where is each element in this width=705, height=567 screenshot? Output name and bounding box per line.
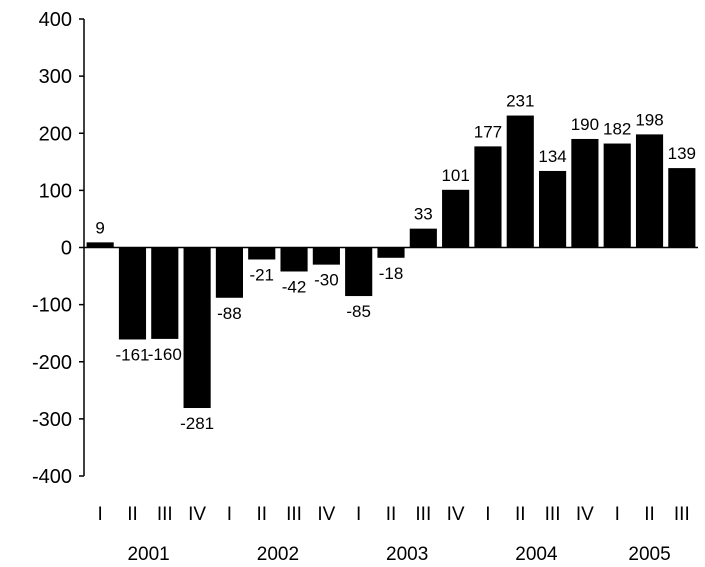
year-label: 2003: [386, 544, 428, 565]
year-label: 2005: [628, 544, 670, 565]
data-label: 33: [414, 205, 433, 224]
data-label: -160: [148, 345, 182, 364]
data-label: -18: [379, 264, 404, 283]
y-axis-ticks: 400 300 200 100 0 -100 -200 -300 -400: [32, 9, 84, 488]
x-tick-label: IV: [447, 504, 465, 525]
bar: [668, 168, 696, 248]
year-labels: 2001 2002 2003 2004 2005: [127, 544, 670, 565]
x-tick-label: IV: [576, 504, 594, 525]
bar: [151, 247, 179, 339]
x-tick-label: I: [356, 504, 361, 525]
bar: [571, 138, 599, 248]
bar: [183, 247, 211, 409]
x-tick-label: IV: [317, 504, 335, 525]
x-axis-ticks: I II III IV I II III IV I II III IV I II III IV I II III: [98, 504, 690, 525]
x-tick-label: I: [227, 504, 232, 525]
data-label: 134: [538, 147, 566, 166]
y-tick-label: -300: [32, 409, 72, 431]
x-tick-label: I: [615, 504, 620, 525]
data-label: -161: [115, 345, 149, 364]
bar: [442, 189, 470, 248]
bar: [280, 247, 308, 272]
x-tick-label: III: [545, 504, 561, 525]
y-tick-label: -100: [32, 295, 72, 317]
data-label: 139: [668, 144, 696, 163]
x-tick-label: I: [98, 504, 103, 525]
y-tick-label: -200: [32, 352, 72, 374]
bar: [474, 146, 502, 248]
bar: [86, 242, 114, 248]
bar: [603, 143, 631, 248]
data-label: 101: [441, 166, 469, 185]
data-label: -88: [217, 304, 242, 323]
x-tick-label: III: [157, 504, 173, 525]
data-label: 198: [635, 110, 663, 129]
x-tick-label: II: [644, 504, 655, 525]
y-tick-label: 0: [61, 238, 72, 260]
x-tick-label: I: [485, 504, 490, 525]
data-label: 9: [95, 218, 104, 237]
bar: [118, 247, 147, 340]
data-label: -21: [249, 265, 274, 284]
bar: [248, 247, 276, 260]
y-tick-label: -400: [32, 466, 72, 488]
y-tick-label: 300: [39, 66, 72, 88]
x-tick-label: IV: [188, 504, 206, 525]
bar: [409, 228, 437, 248]
bar: [345, 247, 373, 297]
x-tick-label: II: [256, 504, 267, 525]
x-tick-label: III: [415, 504, 431, 525]
data-label: -42: [282, 277, 307, 296]
data-label: 231: [506, 92, 534, 111]
year-label: 2004: [515, 544, 558, 565]
x-tick-label: III: [286, 504, 302, 525]
y-tick-label: 400: [39, 9, 72, 31]
bar: [312, 247, 340, 265]
bar: [506, 115, 534, 248]
y-tick-label: 100: [39, 180, 72, 202]
data-label: -85: [346, 302, 371, 321]
year-label: 2001: [127, 544, 169, 565]
data-label: 177: [474, 122, 502, 141]
data-label: -281: [180, 414, 214, 433]
data-label: -30: [314, 271, 339, 290]
bar: [377, 247, 405, 258]
x-tick-label: II: [386, 504, 397, 525]
y-tick-label: 200: [39, 123, 72, 145]
data-label: 182: [603, 120, 631, 139]
x-tick-label: III: [674, 504, 690, 525]
data-labels: 9 -161-160 -281 -88 -21 -42 -30 -85 -18 33 101 1772…: [95, 92, 696, 433]
year-label: 2002: [257, 544, 299, 565]
bars: [86, 115, 696, 409]
bar: [635, 134, 664, 248]
x-tick-label: II: [127, 504, 138, 525]
x-tick-label: II: [515, 504, 526, 525]
bar: [539, 170, 567, 248]
data-label: 190: [571, 115, 599, 134]
bar: [215, 247, 243, 298]
